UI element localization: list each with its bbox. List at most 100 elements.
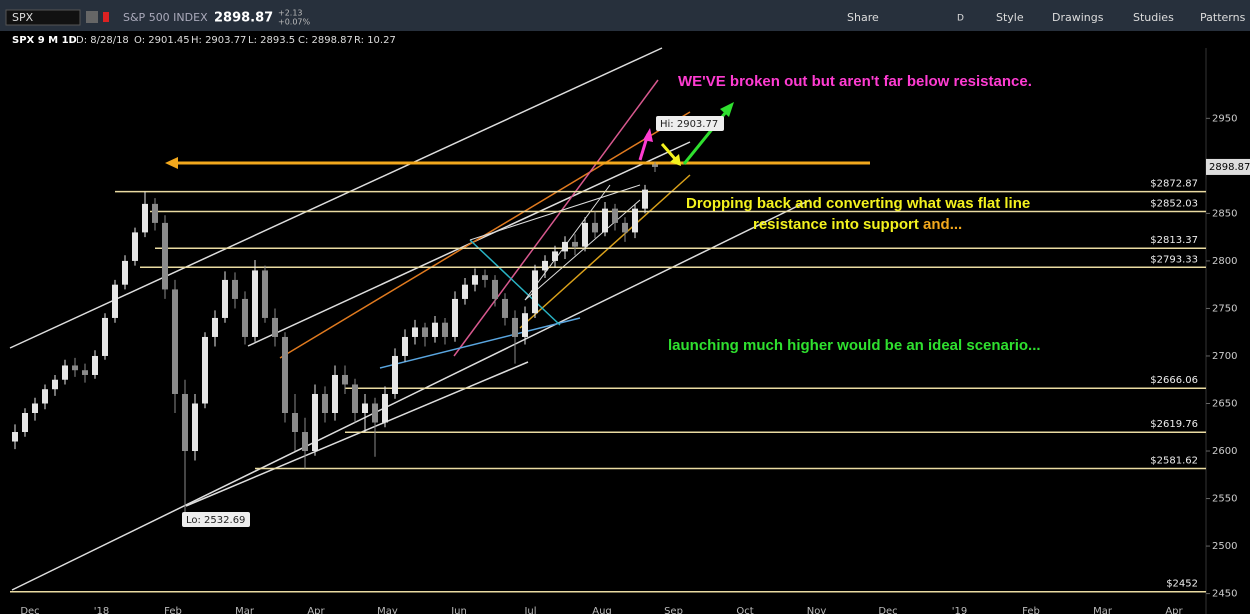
candle-body (322, 393, 328, 413)
arrow-head (720, 102, 734, 117)
candle-body (412, 327, 418, 337)
fan-line (469, 184, 641, 241)
y-tick-label: 2600 (1212, 446, 1237, 457)
y-tick-label: 2950 (1212, 113, 1237, 124)
candle-body (442, 322, 448, 337)
dropdown[interactable] (86, 11, 98, 23)
annotation-part: and... (919, 216, 962, 233)
x-tick-label: Apr (307, 606, 325, 614)
y-tick-label: 2650 (1212, 398, 1237, 409)
symbol-box[interactable] (5, 9, 81, 26)
y-tick-label: 2550 (1212, 494, 1237, 505)
trend-line (469, 239, 561, 326)
candle-body (272, 317, 278, 337)
x-tick-label: '18 (94, 606, 109, 614)
candle-body (352, 384, 358, 413)
change-pct: +0.07% (278, 18, 311, 27)
x-tick-label: Jul (523, 606, 536, 614)
levels: $2872.87 $2852.03 $2813.37 $2793.33 $2666.06… (10, 179, 1206, 593)
candle-body (202, 336, 208, 404)
y-tick-label: 2700 (1212, 351, 1237, 362)
style-button[interactable]: Style (996, 11, 1024, 24)
candle-body (162, 222, 168, 290)
candle-body (72, 365, 78, 371)
candle-body (172, 289, 178, 394)
level-label: $2666.06 (1150, 375, 1198, 386)
candle-body (572, 241, 578, 247)
candle-body (422, 327, 428, 337)
x-tick-label: Sep (664, 606, 683, 614)
level-label: $2619.76 (1150, 419, 1198, 430)
drawings-button[interactable]: Drawings (1052, 11, 1104, 24)
candle-body (262, 270, 268, 318)
x-tick-label: Oct (736, 606, 753, 614)
level-label: $2581.62 (1150, 455, 1198, 466)
toolbar (0, 0, 1250, 31)
candle-body (522, 313, 528, 337)
candle-body (582, 222, 588, 247)
price: 2898.87 (214, 11, 273, 26)
change: +2.13 (278, 9, 303, 18)
candle-body (562, 241, 568, 252)
candle-body (112, 284, 118, 318)
info-high: H: 2903.77 (191, 35, 246, 46)
info-range: R: 10.27 (354, 35, 396, 46)
trend-line (519, 174, 691, 329)
x-tick-label: Dec (878, 606, 897, 614)
candle-body (622, 222, 628, 233)
candle-body (232, 279, 238, 299)
candle-body (302, 432, 308, 452)
candle-body (552, 251, 558, 261)
arrow-head (670, 154, 681, 166)
aggregation-button[interactable]: D (957, 14, 964, 24)
level-label: $2852.03 (1150, 198, 1198, 209)
candle-body (242, 298, 248, 337)
symbol[interactable]: SPX (12, 11, 34, 24)
candle-body (602, 208, 608, 233)
arrow-line (660, 143, 678, 161)
candles (12, 162, 658, 515)
candle-body (252, 270, 258, 337)
arrow-head (643, 128, 653, 142)
candle-body (312, 393, 318, 452)
candle-body (432, 322, 438, 337)
share-button[interactable]: Share (847, 11, 879, 24)
studies-button[interactable]: Studies (1133, 11, 1174, 24)
candle-body (82, 370, 88, 375)
info-open: O: 2901.45 (134, 35, 190, 46)
x-tick-label: Apr (1165, 606, 1183, 614)
lo-label: Lo: 2532.69 (186, 515, 245, 526)
candle-body (332, 374, 338, 413)
y-tick-label: 2500 (1212, 541, 1237, 552)
channel-line (9, 47, 663, 349)
x-tick-label: Mar (235, 606, 255, 614)
lo-label-box (182, 512, 250, 527)
candle-body (372, 403, 378, 423)
candle-body (122, 260, 128, 285)
candle-body (462, 284, 468, 299)
candle-body (192, 403, 198, 452)
candle-body (52, 379, 58, 390)
candle-body (612, 208, 618, 223)
flag (103, 12, 109, 22)
candle-body (62, 365, 68, 380)
hi-label-box (656, 116, 724, 131)
candle-body (282, 336, 288, 413)
candle-body (502, 298, 508, 318)
annotation: Dropping back and converting what was fl… (686, 195, 1030, 212)
candle-body (212, 317, 218, 337)
candle-body (492, 279, 498, 299)
candle-body (132, 232, 138, 261)
candle-body (362, 403, 368, 413)
candle-body (532, 270, 538, 314)
candle-body (642, 189, 648, 209)
patterns-button[interactable]: Patterns (1200, 11, 1246, 24)
candle-body (142, 203, 148, 233)
annotation-part: resistance into support (753, 216, 919, 233)
info-low: L: 2893.5 (248, 35, 295, 46)
candle-body (222, 279, 228, 318)
candle-body (102, 317, 108, 356)
drawings (9, 47, 870, 591)
